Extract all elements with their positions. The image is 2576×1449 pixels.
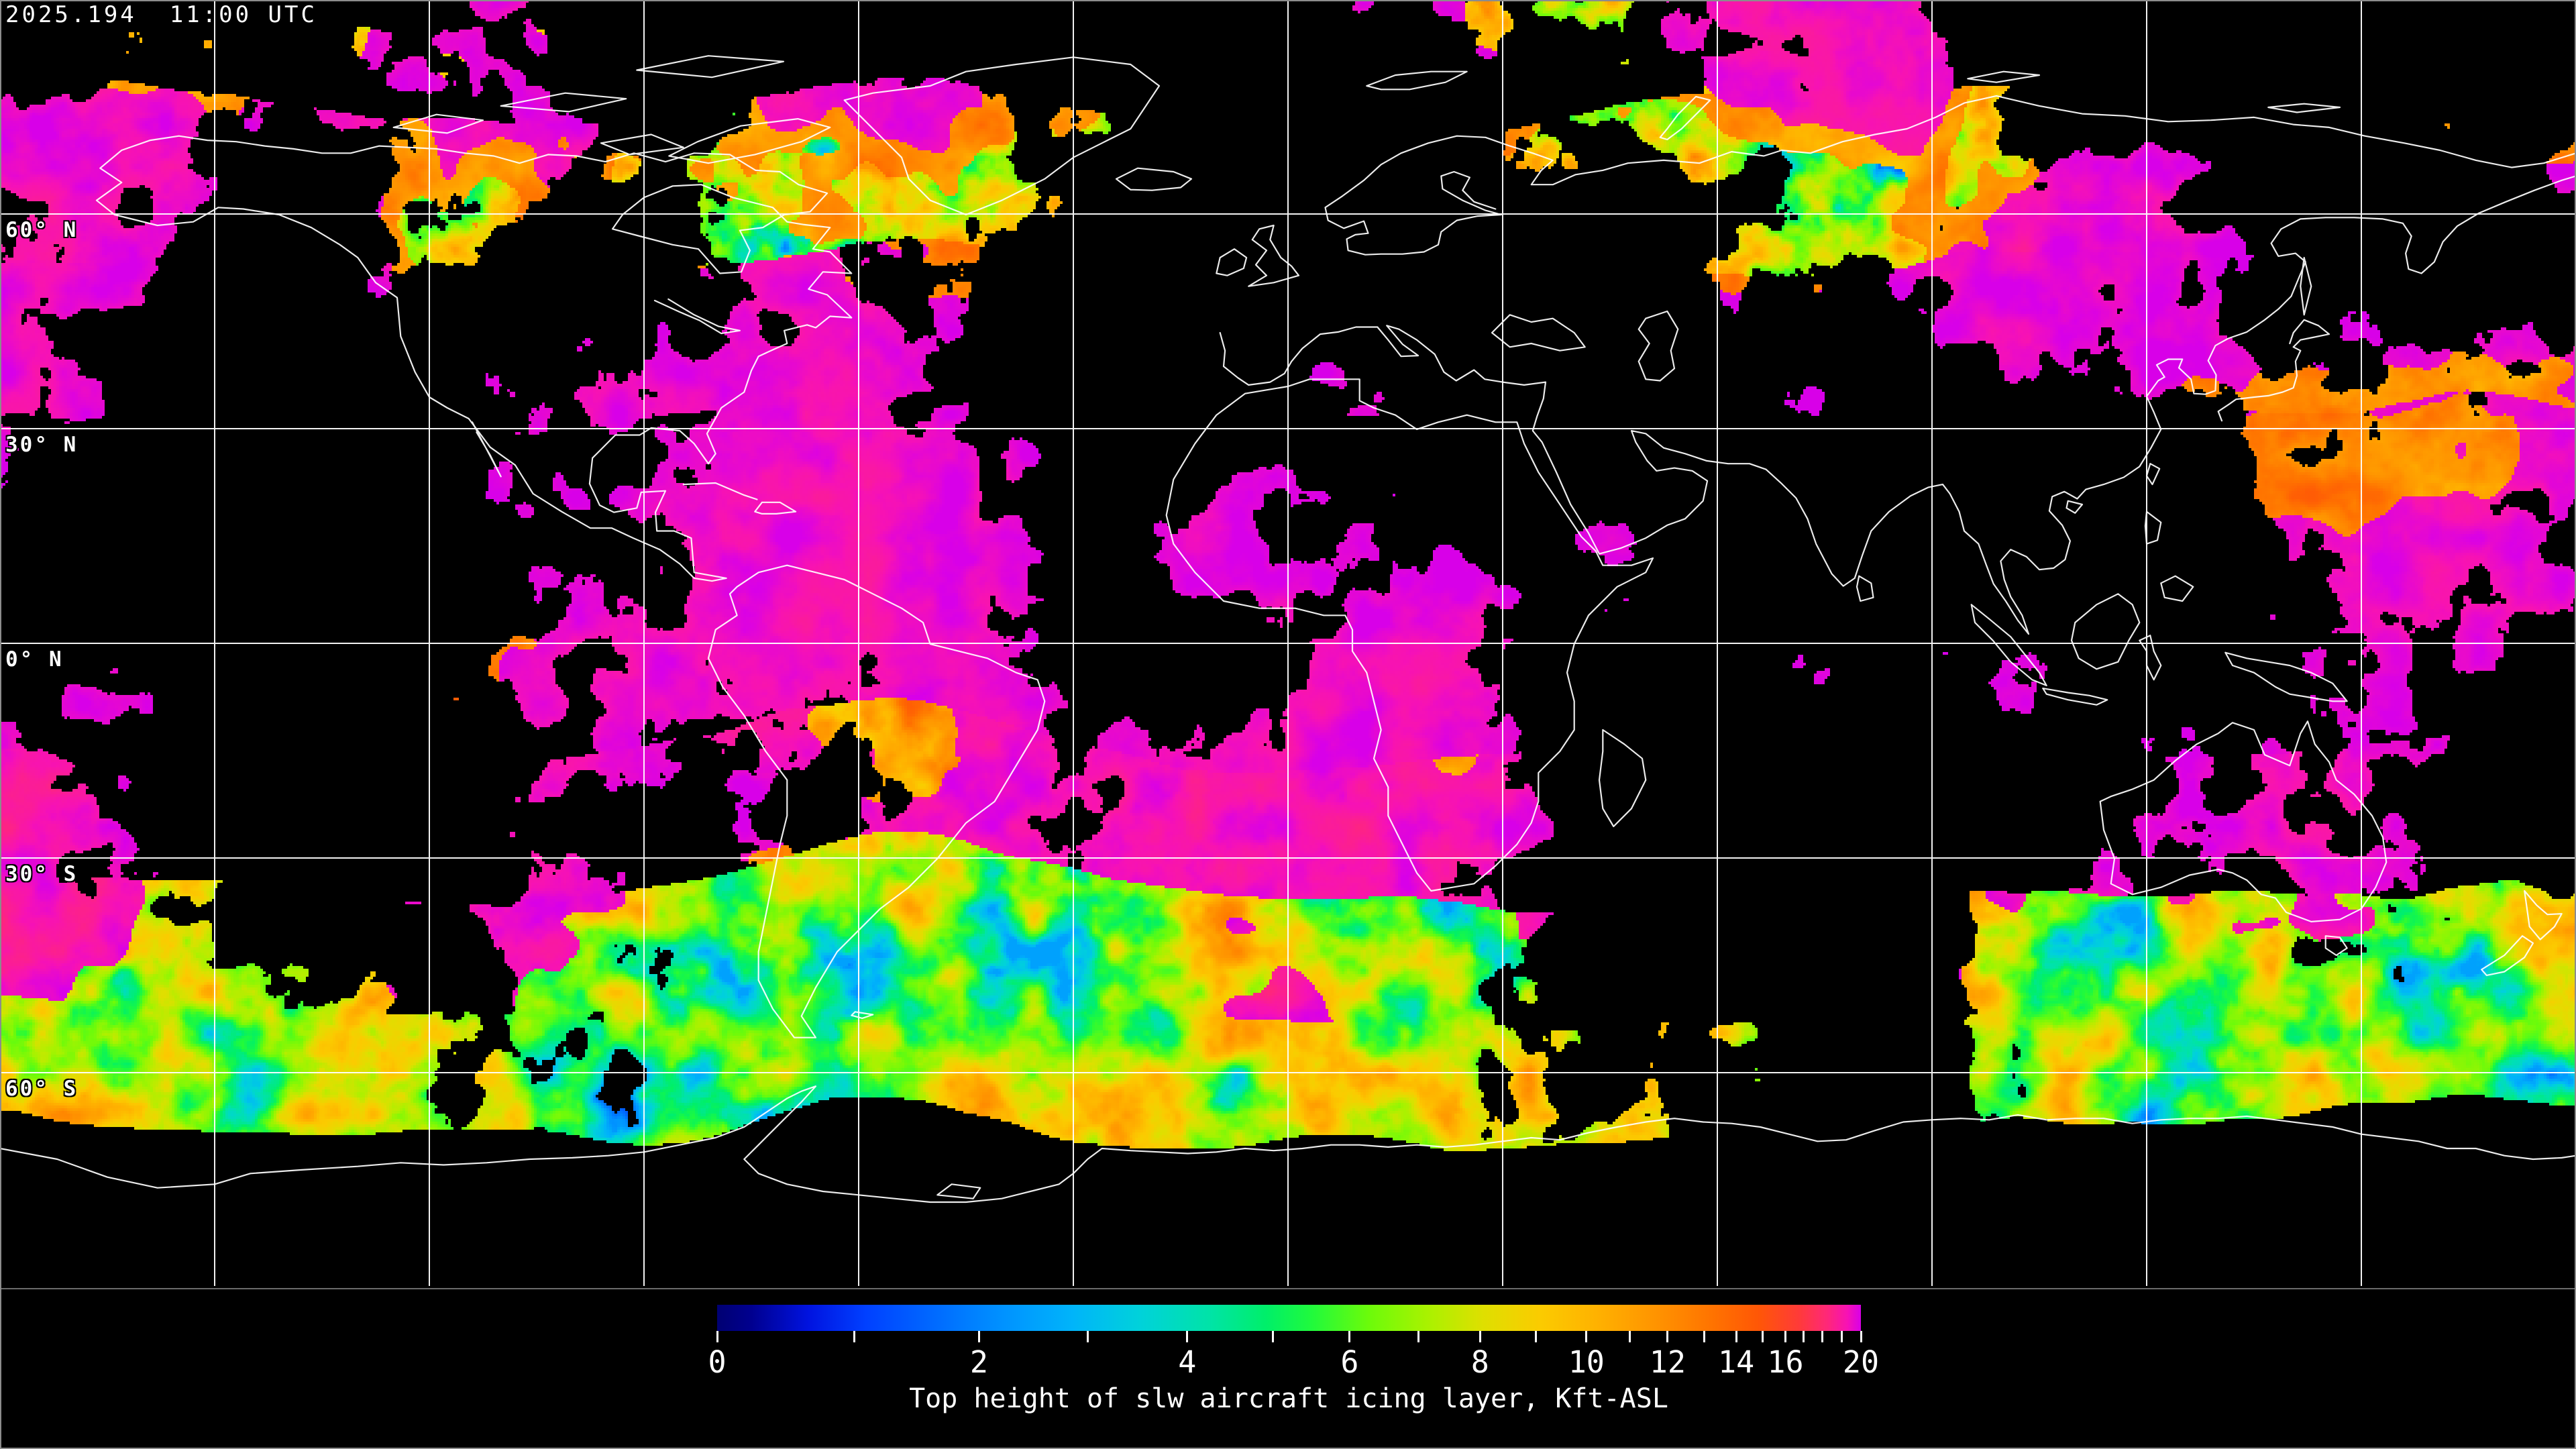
colorbar-tick-label-10: 10 — [1568, 1344, 1605, 1380]
coastline-segment — [2160, 575, 2194, 602]
colorbar-tick-4 — [1186, 1331, 1189, 1342]
coastline-segment — [2481, 935, 2534, 977]
colorbar-tick-label-6: 6 — [1340, 1344, 1359, 1380]
coastline-segment — [2042, 687, 2108, 706]
coastline-segment — [636, 55, 785, 78]
colorbar-tick-3 — [1086, 1331, 1089, 1342]
map-overlay-svg — [0, 0, 2576, 1286]
coastline-segment — [471, 421, 502, 478]
coastline-segment — [2145, 463, 2161, 486]
coastline-segment — [2144, 511, 2162, 545]
colorbar-tick-label-20: 20 — [1842, 1344, 1880, 1380]
colorbar-tick-6 — [1348, 1331, 1351, 1342]
colorbar-tick-label-0: 0 — [708, 1344, 727, 1380]
coastline-segment — [1967, 70, 2041, 83]
colorbar-tick-label-4: 4 — [1178, 1344, 1197, 1380]
colorbar-tick-12 — [1666, 1331, 1669, 1342]
coastline-segment — [2524, 890, 2563, 941]
colorbar-tick-16 — [1784, 1331, 1786, 1342]
coastline-segment — [936, 1183, 981, 1199]
coastline-segment — [95, 135, 853, 582]
lat-lon-gridlines — [0, 0, 2576, 1286]
colorbar-gradient — [717, 1305, 1861, 1331]
coastline-segment — [1598, 729, 1647, 828]
coastline-segment — [1115, 167, 1193, 191]
coastline-segment — [653, 298, 741, 335]
coastline-segment — [2065, 500, 2084, 514]
coastline-segment — [2099, 720, 2387, 923]
colorbar-tick-10 — [1585, 1331, 1588, 1342]
colorbar-tick-7 — [1417, 1331, 1419, 1342]
colorbar-tick-label-14: 14 — [1718, 1344, 1755, 1380]
map-bottom-divider — [0, 1288, 2576, 1289]
coastline-segment — [1638, 310, 1679, 382]
coastline-segment — [2324, 935, 2348, 957]
coastline-segment — [1248, 224, 1300, 287]
colorbar-tick-11 — [1629, 1331, 1631, 1342]
coastline-segment — [2217, 319, 2330, 422]
coastline-segment — [1970, 604, 2047, 687]
coastline-segment — [682, 482, 758, 500]
coastline-segment — [2300, 256, 2312, 316]
coastline-segment — [600, 133, 684, 156]
coastline-segment — [754, 501, 797, 515]
coastline-segment — [1491, 314, 1586, 352]
lat-label-60N: 60° N — [5, 218, 78, 242]
coastline-segment — [851, 1011, 874, 1020]
coastline-segment — [1216, 248, 1248, 276]
coastline-segment — [500, 92, 627, 113]
lat-label-0N: 0° N — [5, 647, 64, 672]
colorbar-tick-label-12: 12 — [1649, 1344, 1686, 1380]
colorbar-tick-19 — [1840, 1331, 1843, 1342]
colorbar-tick-2 — [977, 1331, 980, 1342]
coastline-segment — [1659, 95, 1711, 141]
coastline-segment — [0, 1085, 2576, 1203]
colorbar-title: Top height of slw aircraft icing layer, … — [909, 1383, 1668, 1414]
colorbar-tick-5 — [1272, 1331, 1275, 1342]
colorbar-tick-15 — [1761, 1331, 1764, 1342]
coastline-segment — [1366, 70, 1468, 91]
coastline-segment — [1165, 378, 1654, 892]
coastline-segment — [1219, 175, 2576, 635]
colorbar-tick-9 — [1535, 1331, 1538, 1342]
colorbar-tick-label-2: 2 — [969, 1344, 988, 1380]
colorbar-tick-20 — [1860, 1331, 1862, 1342]
colorbar-tick-13 — [1703, 1331, 1705, 1342]
coastline-segment — [2139, 635, 2162, 681]
colorbar-tick-label-16: 16 — [1767, 1344, 1804, 1380]
colorbar-tick-label-8: 8 — [1470, 1344, 1489, 1380]
colorbar-tick-18 — [1821, 1331, 1823, 1342]
colorbar-tick-1 — [853, 1331, 856, 1342]
lat-label-30S: 30° S — [5, 862, 78, 886]
colorbar-tick-17 — [1803, 1331, 1805, 1342]
coastline-segment — [843, 56, 1161, 216]
coastline-segment — [1324, 95, 2576, 256]
coastline-segment — [2224, 651, 2348, 702]
coastline-segment — [392, 113, 484, 134]
coastline-segment — [2070, 593, 2141, 670]
coastline-segment — [668, 118, 831, 164]
colorbar-tick-0 — [716, 1331, 718, 1342]
coastlines — [0, 55, 2576, 1203]
coastline-segment — [1856, 575, 1874, 602]
colorbar-tick-8 — [1479, 1331, 1481, 1342]
lat-label-30N: 30° N — [5, 433, 78, 457]
timestamp-label: 2025.194 11:00 UTC — [5, 1, 317, 28]
colorbar-tick-14 — [1735, 1331, 1737, 1342]
lat-label-60S: 60° S — [5, 1077, 78, 1101]
coastline-segment — [2267, 103, 2341, 113]
coastline-segment — [707, 564, 1046, 1038]
